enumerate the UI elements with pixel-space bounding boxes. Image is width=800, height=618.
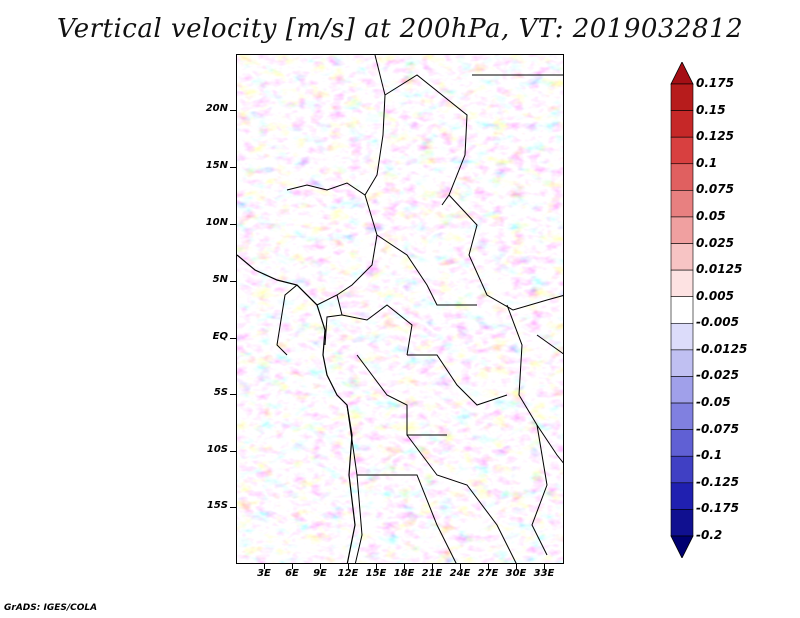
lat-tick (230, 281, 236, 282)
lat-tick (230, 507, 236, 508)
lat-tick (230, 167, 236, 168)
colorbar-segment (670, 509, 694, 537)
colorbar-label: -0.05 (696, 395, 731, 410)
lon-tick (488, 564, 489, 569)
lon-tick (404, 564, 405, 569)
lat-label: 5N (212, 274, 228, 285)
coastline (237, 254, 356, 563)
lat-label: 20N (205, 103, 228, 114)
lat-label: 15S (206, 500, 228, 511)
lon-label: 27E (477, 568, 499, 579)
lon-label: 18E (393, 568, 415, 579)
map-panel (236, 54, 564, 564)
colorbar-label: 0.125 (696, 129, 734, 144)
lon-label: 33E (533, 568, 555, 579)
colorbar-segment (670, 376, 694, 404)
velocity-field-map (237, 55, 563, 563)
lon-label: 3E (257, 568, 271, 579)
lat-tick (230, 451, 236, 452)
lon-tick (292, 564, 293, 569)
colorbar-segment (670, 83, 694, 111)
colorbar-label: 0.175 (696, 76, 734, 90)
lat-label: EQ (212, 331, 228, 342)
footer-credit: GrADS: IGES/COLA (4, 603, 98, 613)
lon-tick (348, 564, 349, 569)
lon-tick (264, 564, 265, 569)
colorbar-label: 0.025 (696, 235, 734, 250)
lon-label: 24E (449, 568, 471, 579)
colorbar-segment (670, 110, 694, 138)
colorbar-segment (670, 482, 694, 510)
country-borders (276, 55, 563, 563)
colorbar-label: 0.0125 (696, 262, 743, 277)
colorbar-segment (670, 136, 694, 165)
colorbar-label: -0.175 (696, 501, 739, 516)
lat-label: 10N (205, 217, 228, 228)
colorbar-label: 0.05 (696, 208, 726, 223)
colorbar-label: -0.075 (696, 421, 739, 436)
colorbar-segment (670, 190, 694, 218)
colorbar-segments (670, 62, 694, 558)
lat-label: 10S (206, 444, 228, 455)
lon-label: 15E (365, 568, 387, 579)
lat-tick (230, 110, 236, 111)
colorbar-segment (670, 269, 694, 298)
lon-tick (376, 564, 377, 569)
colorbar-segment (670, 216, 694, 244)
lon-label: 9E (313, 568, 327, 579)
lon-label: 12E (337, 568, 359, 579)
lon-label: 30E (505, 568, 527, 579)
lat-tick (230, 394, 236, 395)
colorbar-bottom-arrow (670, 535, 694, 558)
colorbar-segment (670, 402, 694, 430)
colorbar-segment (670, 349, 694, 377)
colorbar-label: -0.2 (696, 528, 723, 542)
lon-tick (544, 564, 545, 569)
colorbar-label: -0.125 (696, 474, 739, 489)
colorbar-label: 0.15 (696, 102, 726, 117)
colorbar (670, 62, 694, 558)
colorbar-label: -0.1 (696, 448, 723, 463)
colorbar-label: -0.0125 (696, 341, 748, 356)
lat-label: 5S (213, 387, 228, 398)
colorbar-segment (670, 243, 694, 271)
colorbar-segment (670, 429, 694, 457)
colorbar-label: -0.025 (696, 368, 739, 383)
colorbar-label: 0.075 (696, 182, 734, 197)
lon-label: 6E (285, 568, 299, 579)
colorbar-label: 0.1 (696, 155, 718, 170)
lon-label: 21E (421, 568, 443, 579)
colorbar-top-arrow (670, 62, 694, 85)
lat-tick (230, 338, 236, 339)
lon-tick (460, 564, 461, 569)
colorbar-segment (670, 296, 694, 324)
map-title: Vertical velocity [m/s] at 200hPa, VT: 2… (56, 14, 744, 44)
colorbar-segment (670, 455, 694, 484)
colorbar-segment (670, 322, 694, 351)
lon-tick (516, 564, 517, 569)
lat-label: 15N (205, 160, 228, 171)
colorbar-label: -0.005 (696, 315, 739, 330)
lon-tick (320, 564, 321, 569)
colorbar-label: 0.005 (696, 288, 734, 303)
lon-tick (432, 564, 433, 569)
colorbar-segment (670, 163, 694, 191)
lat-tick (230, 224, 236, 225)
